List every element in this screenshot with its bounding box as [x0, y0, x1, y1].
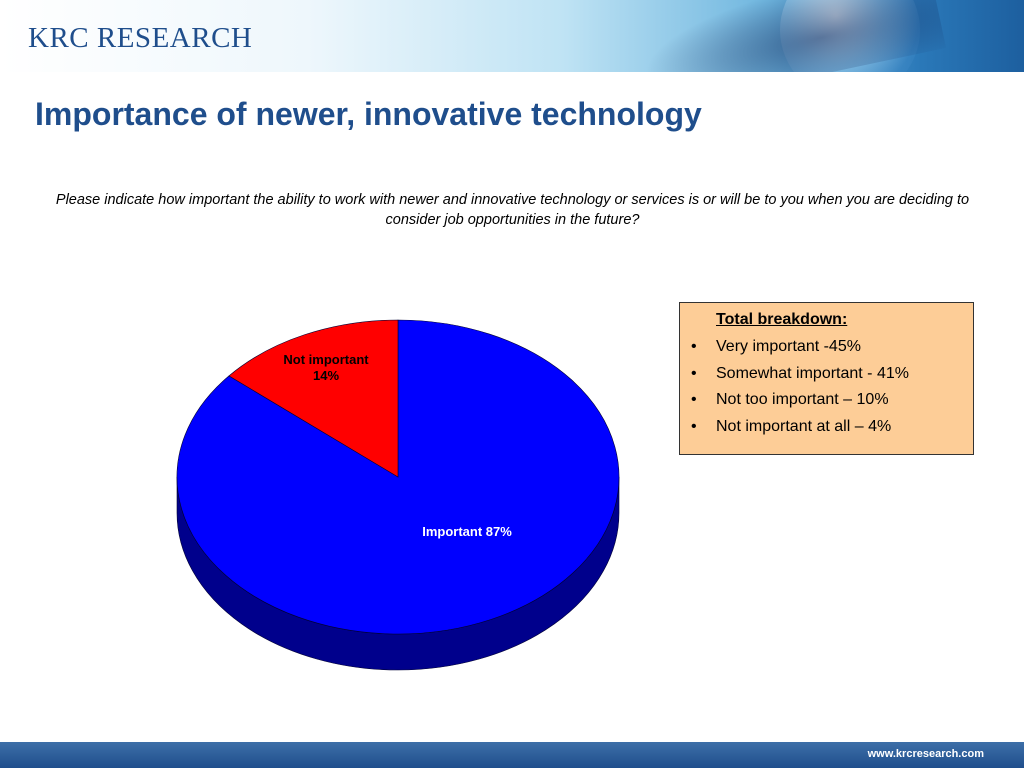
breakdown-item: Very important -45% [680, 337, 909, 364]
krc-logo: KRC RESEARCH [28, 22, 253, 54]
pie-label-not-important: Not important 14% [283, 352, 369, 383]
slide-title: Importance of newer, innovative technolo… [35, 96, 702, 132]
breakdown-title: Total breakdown: [716, 311, 848, 328]
footer-bar: www.krcresearch.com [0, 742, 1024, 768]
footer-url: www.krcresearch.com [867, 748, 984, 760]
pie-chart: Important 87% Not important 14% [176, 319, 620, 671]
pie-label-important: Important 87% [422, 524, 512, 539]
breakdown-list: Very important -45% Somewhat important -… [680, 337, 909, 443]
pie-slice-not-important [228, 319, 399, 478]
breakdown-item: Not too important – 10% [680, 390, 909, 417]
breakdown-item: Somewhat important - 41% [680, 364, 909, 391]
breakdown-box: Total breakdown: Very important -45% Som… [679, 302, 974, 455]
header-banner: KRC RESEARCH [0, 0, 1024, 72]
survey-question: Please indicate how important the abilit… [55, 192, 970, 228]
breakdown-item: Not important at all – 4% [680, 417, 909, 444]
